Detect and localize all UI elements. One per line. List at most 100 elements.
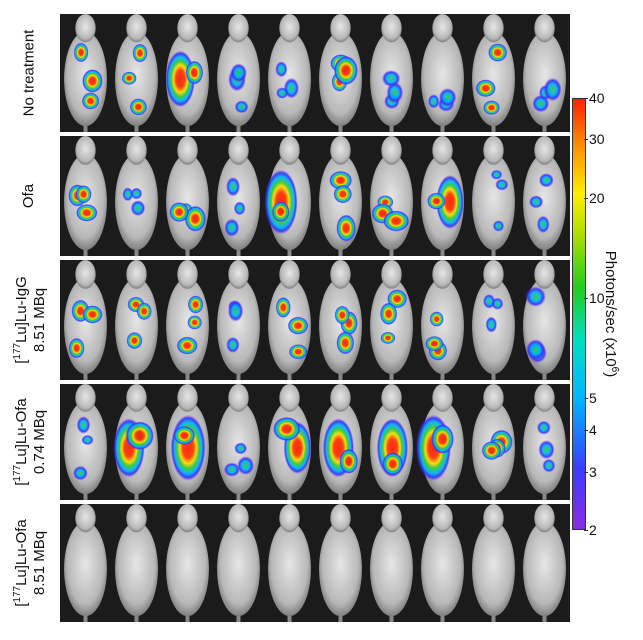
- luminescence-signal: [495, 178, 509, 191]
- luminescence-signal: [224, 218, 240, 237]
- luminescence-signal: [230, 63, 248, 83]
- colorbar-tick-label: 2: [589, 522, 597, 538]
- row-label-dose: 0.74 MBq: [31, 409, 49, 475]
- luminescence-signal: [336, 214, 356, 242]
- luminescence-signal: [485, 316, 498, 333]
- mouse-image: [166, 136, 209, 256]
- luminescence-signal: [543, 77, 562, 102]
- row-label-lu-igg: [177Lu]Lu-IgG 8.51 MBq: [12, 276, 49, 364]
- luminescence-signal: [125, 421, 154, 451]
- colorbar-tick-mark: [584, 139, 588, 141]
- mouse-image: [64, 504, 107, 622]
- luminescence-signal: [481, 441, 502, 461]
- luminescence-signal: [379, 302, 398, 326]
- image-panel-no-treatment: [60, 14, 570, 132]
- row-label-dose: 8.51 MBq: [31, 530, 49, 596]
- luminescence-signal: [528, 195, 544, 209]
- mouse-image: [370, 260, 413, 380]
- luminescence-signal: [234, 442, 248, 455]
- row-label-dose: 8.51 MBq: [31, 287, 49, 353]
- luminescence-signal: [68, 337, 85, 359]
- colorbar-tick-label: 5: [589, 389, 597, 406]
- mouse-image: [472, 260, 515, 380]
- luminescence-signal: [336, 331, 355, 355]
- luminescence-signal: [76, 204, 98, 222]
- luminescence-signal: [234, 100, 249, 114]
- luminescence-signal: [538, 173, 554, 188]
- luminescence-signal: [275, 61, 288, 78]
- colorbar-tick-mark: [584, 397, 588, 399]
- luminescence-signal: [227, 300, 244, 322]
- luminescence-signal: [233, 201, 246, 216]
- luminescence-signal: [132, 43, 148, 63]
- mouse-image: [523, 504, 566, 622]
- mouse-image: [472, 504, 515, 622]
- luminescence-signal: [386, 81, 404, 104]
- row-label-text: Ofa: [20, 183, 37, 209]
- luminescence-signal: [333, 55, 358, 85]
- colorbar: [572, 98, 586, 530]
- image-panel-lu-igg: [60, 260, 570, 380]
- mouse-image: [217, 504, 260, 622]
- colorbar-tick-label: 20: [589, 189, 605, 206]
- mouse-image: [370, 136, 413, 256]
- mouse-image: [64, 260, 107, 380]
- luminescence-signal: [488, 43, 508, 62]
- luminescence-signal: [339, 448, 359, 474]
- luminescence-signal: [425, 336, 444, 352]
- luminescence-signal: [82, 69, 103, 93]
- mouse-image: [113, 384, 158, 500]
- luminescence-signal: [271, 201, 290, 222]
- mouse-image: [523, 136, 566, 256]
- luminescence-signal: [184, 205, 206, 232]
- mouse-image: [268, 260, 311, 380]
- mouse-image: [421, 14, 464, 132]
- luminescence-signal: [382, 452, 404, 476]
- mouse-image: [472, 14, 515, 132]
- mouse-image: [115, 504, 158, 622]
- luminescence-signal: [427, 94, 440, 109]
- luminescence-signal: [542, 458, 556, 473]
- luminescence-signal: [126, 332, 143, 350]
- luminescence-signal: [170, 414, 206, 481]
- luminescence-signal: [436, 175, 464, 229]
- mouse-image: [64, 136, 107, 256]
- luminescence-signal: [329, 170, 353, 190]
- luminescence-signal: [334, 305, 350, 325]
- luminescence-signal: [81, 92, 100, 110]
- mouse-image: [166, 384, 209, 500]
- luminescence-signal: [536, 215, 550, 234]
- colorbar-tick-mark: [584, 197, 588, 199]
- colorbar-tick-mark: [584, 471, 588, 473]
- colorbar-tick-mark: [584, 297, 588, 299]
- luminescence-signal: [288, 344, 308, 360]
- colorbar-tick-mark: [584, 530, 588, 531]
- mouse-image: [370, 384, 413, 500]
- colorbar-tick-label: 4: [589, 422, 597, 439]
- mouse-image: [523, 260, 566, 380]
- luminescence-signal: [438, 88, 457, 107]
- colorbar-tick-mark: [584, 430, 588, 432]
- mouse-image: [217, 136, 260, 256]
- mouse-image: [472, 136, 515, 256]
- luminescence-signal: [75, 185, 92, 204]
- mouse-image: [416, 384, 464, 500]
- row-label-ofa: Ofa: [0, 136, 58, 256]
- mouse-image: [370, 14, 413, 132]
- luminescence-signal: [130, 187, 143, 200]
- row-label-text: No treatment: [20, 29, 37, 117]
- luminescence-signal: [185, 60, 204, 85]
- luminescence-signal: [121, 71, 137, 85]
- mouse-image: [64, 384, 107, 500]
- image-panel-lu-ofa-low: [60, 384, 570, 500]
- luminescence-signal: [333, 184, 353, 204]
- mouse-image: [523, 384, 566, 500]
- luminescence-signal: [536, 420, 551, 435]
- mouse-image: [319, 136, 362, 256]
- luminescence-signal: [136, 302, 152, 321]
- mouse-image: [421, 260, 464, 380]
- mouse-image: [165, 14, 209, 132]
- colorbar-title: Photons/sec (x106): [602, 250, 620, 378]
- luminescence-signal: [482, 293, 496, 309]
- mouse-image: [319, 14, 362, 132]
